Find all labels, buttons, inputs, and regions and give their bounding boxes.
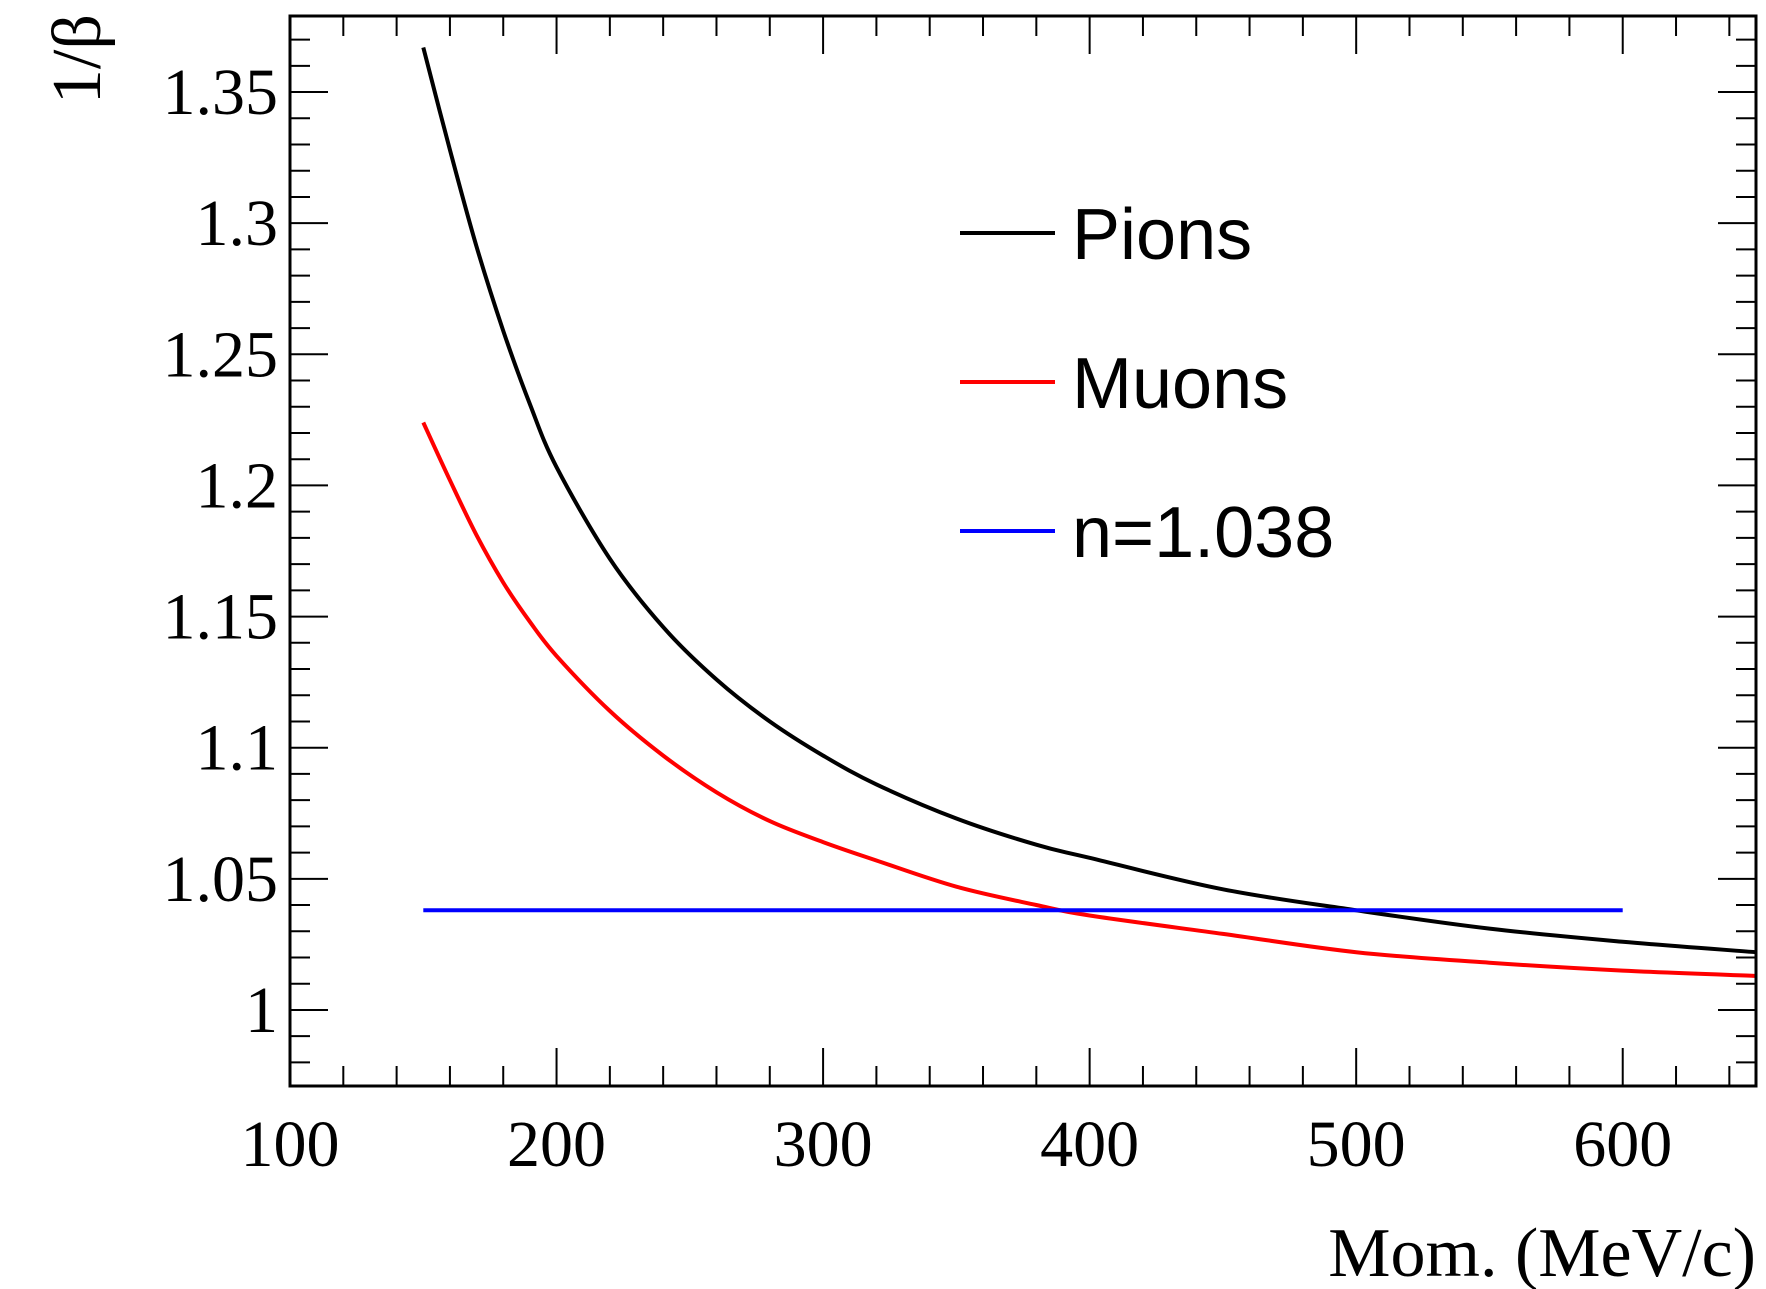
y-axis-title: 1/β	[39, 14, 116, 104]
series-line-1	[421, 421, 1757, 978]
legend: Pions Muons n=1.038	[960, 195, 1334, 573]
tick-labels-layer: 100 200 300 400 500 600 1 1.05 1.1 1.15 1.2 1.25 1.3…	[163, 56, 1673, 1181]
x-tick-label: 300	[774, 1108, 873, 1181]
series-layer	[421, 46, 1757, 978]
x-tick-label: 500	[1307, 1108, 1406, 1181]
x-tick-label: 600	[1573, 1108, 1672, 1181]
x-tick-label: 200	[507, 1108, 606, 1181]
legend-label: n=1.038	[1072, 493, 1334, 573]
y-tick-label: 1.1	[196, 712, 279, 785]
y-tick-label: 1.05	[163, 843, 279, 916]
x-axis-title: Mom. (MeV/c)	[1328, 1215, 1756, 1289]
x-tick-label: 100	[241, 1108, 340, 1181]
plot-frame	[288, 14, 1758, 1088]
x-tick-label: 400	[1040, 1108, 1139, 1181]
legend-label: Pions	[1072, 195, 1252, 275]
y-tick-label: 1.15	[163, 581, 279, 654]
y-tick-label: 1.35	[163, 56, 279, 129]
ticks-layer	[289, 16, 1756, 1086]
y-tick-label: 1.25	[163, 318, 279, 391]
series-line-0	[421, 46, 1757, 955]
y-tick-label: 1	[245, 974, 278, 1047]
y-tick-label: 1.2	[196, 449, 279, 522]
y-tick-label: 1.3	[196, 187, 279, 260]
legend-label: Muons	[1072, 344, 1288, 424]
